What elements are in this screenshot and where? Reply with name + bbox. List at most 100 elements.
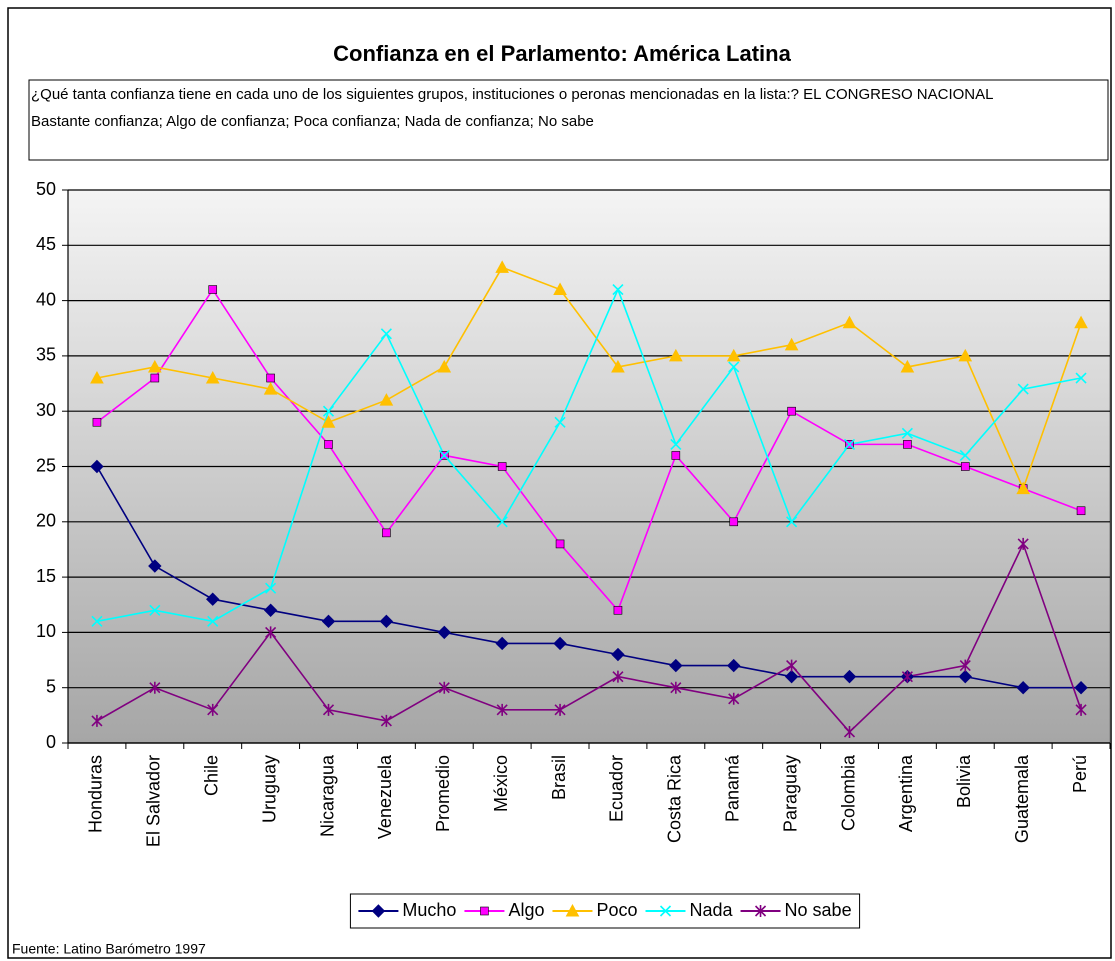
marker xyxy=(958,348,973,362)
marker xyxy=(380,714,392,727)
legend-item: Mucho xyxy=(358,900,456,920)
marker xyxy=(659,905,672,917)
marker xyxy=(324,440,333,449)
y-tick-label: 35 xyxy=(36,345,56,365)
marker xyxy=(729,517,739,527)
marker xyxy=(728,692,740,705)
marker xyxy=(901,670,913,683)
marker xyxy=(382,528,391,538)
x-tick-label: Argentina xyxy=(896,754,916,832)
series-line xyxy=(96,266,1082,491)
subtitle: ¿Qué tanta confianza tiene en cada uno d… xyxy=(31,81,1103,135)
x-tick-label: Ecuador xyxy=(607,755,627,822)
marker xyxy=(670,438,682,450)
marker xyxy=(91,615,103,627)
marker xyxy=(149,681,161,694)
x-tick-label: Panamá xyxy=(722,754,742,822)
marker xyxy=(380,328,392,340)
subtitle-line: Bastante confianza; Algo de confianza; P… xyxy=(31,113,594,130)
marker xyxy=(554,703,566,716)
y-tick-label: 15 xyxy=(36,566,56,586)
marker xyxy=(901,427,913,439)
marker xyxy=(263,382,278,395)
marker xyxy=(1074,315,1088,329)
marker xyxy=(321,614,336,629)
x-tick-label: Guatemala xyxy=(1012,754,1032,843)
marker xyxy=(1017,537,1029,550)
marker xyxy=(612,670,624,683)
marker xyxy=(495,260,510,273)
y-tick-label: 10 xyxy=(36,621,56,641)
x-tick-label: Bolivia xyxy=(954,754,974,808)
x-tick-label: México xyxy=(491,755,511,812)
marker xyxy=(1074,680,1088,695)
legend-label: No sabe xyxy=(785,900,852,920)
legend: Mucho Algo Poco Nada No sabe xyxy=(349,893,861,929)
marker xyxy=(371,904,386,918)
marker xyxy=(265,582,277,594)
marker xyxy=(438,681,450,694)
legend-item: Poco xyxy=(552,900,638,920)
marker xyxy=(379,614,394,629)
y-tick-label: 5 xyxy=(46,676,56,696)
y-tick-label: 40 xyxy=(36,289,56,309)
marker xyxy=(1017,383,1029,395)
marker xyxy=(92,417,102,427)
marker xyxy=(611,647,625,662)
y-tick-label: 20 xyxy=(36,511,56,531)
y-tick-label: 30 xyxy=(36,400,56,420)
marker xyxy=(900,359,915,373)
marker xyxy=(148,559,162,573)
marker xyxy=(612,283,624,296)
marker xyxy=(565,903,580,917)
chart-title: Confianza en el Parlamento: América Lati… xyxy=(333,41,791,66)
marker xyxy=(842,669,857,684)
x-tick-label: Chile xyxy=(201,755,221,796)
marker xyxy=(437,359,452,373)
marker xyxy=(495,636,509,651)
marker xyxy=(91,714,103,727)
series-line xyxy=(96,287,1082,623)
marker xyxy=(959,449,971,462)
marker xyxy=(727,658,741,673)
marker xyxy=(728,361,740,373)
subtitle-line: ¿Qué tanta confianza tiene en cada uno d… xyxy=(31,86,994,103)
marker xyxy=(784,337,799,351)
marker xyxy=(480,906,489,916)
legend-label: Algo xyxy=(508,900,544,920)
marker xyxy=(959,659,971,672)
marker xyxy=(497,462,507,471)
marker xyxy=(553,636,567,651)
marker xyxy=(1075,703,1087,716)
marker xyxy=(787,406,796,416)
marker xyxy=(754,905,767,917)
series-line xyxy=(96,541,1082,734)
marker xyxy=(266,373,275,383)
marker xyxy=(1016,680,1030,695)
marker xyxy=(786,659,798,672)
marker xyxy=(786,516,798,528)
x-tick-label: Paraguay xyxy=(780,755,800,832)
marker xyxy=(437,625,451,640)
marker xyxy=(669,658,683,673)
marker xyxy=(958,669,972,684)
x-tick-label: El Salvador xyxy=(144,755,164,847)
legend-label: Poco xyxy=(596,900,637,920)
marker xyxy=(554,416,566,428)
marker xyxy=(150,373,160,383)
marker xyxy=(207,615,219,627)
marker xyxy=(1076,506,1086,516)
marker xyxy=(843,438,856,450)
x-tick-label: Perú xyxy=(1070,755,1090,793)
legend-item: Nada xyxy=(645,900,734,920)
marker xyxy=(553,282,567,296)
marker xyxy=(207,703,219,716)
x-tick-label: Venezuela xyxy=(375,754,395,839)
marker xyxy=(438,449,450,462)
legend-label: Nada xyxy=(690,900,734,920)
marker xyxy=(784,669,799,684)
legend-item: No sabe xyxy=(740,900,852,920)
marker xyxy=(611,359,625,373)
y-tick-label: 25 xyxy=(36,455,56,475)
